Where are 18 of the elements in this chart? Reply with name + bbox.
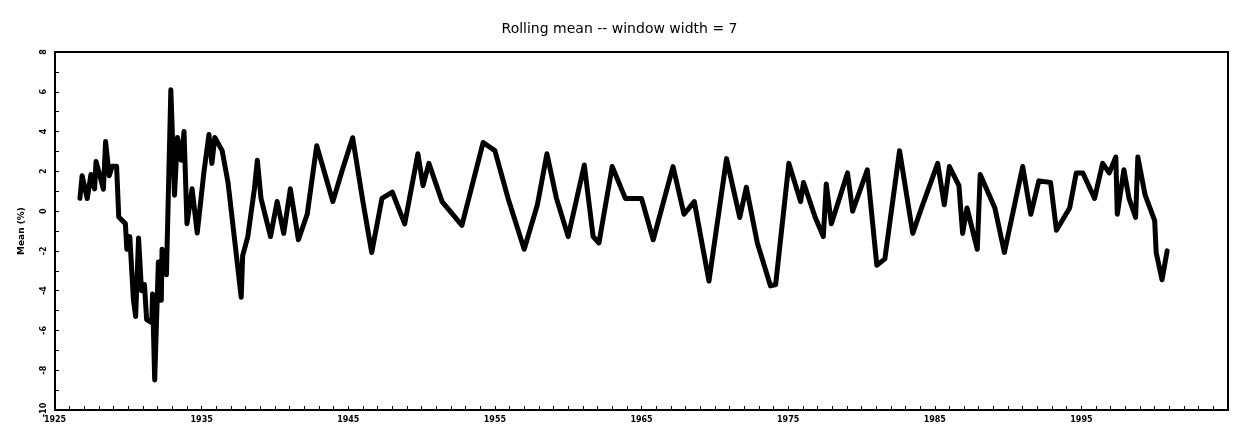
chart-title: Rolling mean -- window width = 7 (501, 20, 738, 36)
y-tick-label: 6 (38, 88, 48, 95)
y-tick-label: -4 (38, 285, 48, 296)
y-tick-label: 8 (38, 48, 48, 55)
x-tick-label: 1955 (483, 414, 507, 424)
y-tick-label: -2 (38, 246, 48, 256)
x-tick-label: 1985 (923, 414, 947, 424)
x-tick-label: 1975 (776, 414, 800, 424)
y-tick-label: 4 (38, 128, 48, 135)
y-tick-label: 2 (38, 168, 48, 175)
y-axis-title: Mean (%) (15, 207, 26, 255)
x-tick-label: 1935 (190, 414, 214, 424)
y-tick-label: -8 (38, 365, 48, 375)
y-tick-label: 0 (38, 207, 48, 214)
y-tick-label: -6 (38, 325, 48, 335)
x-tick-label: 1965 (630, 414, 654, 424)
x-tick-label: 1945 (337, 414, 360, 424)
x-tick-label: 1995 (1070, 414, 1093, 424)
